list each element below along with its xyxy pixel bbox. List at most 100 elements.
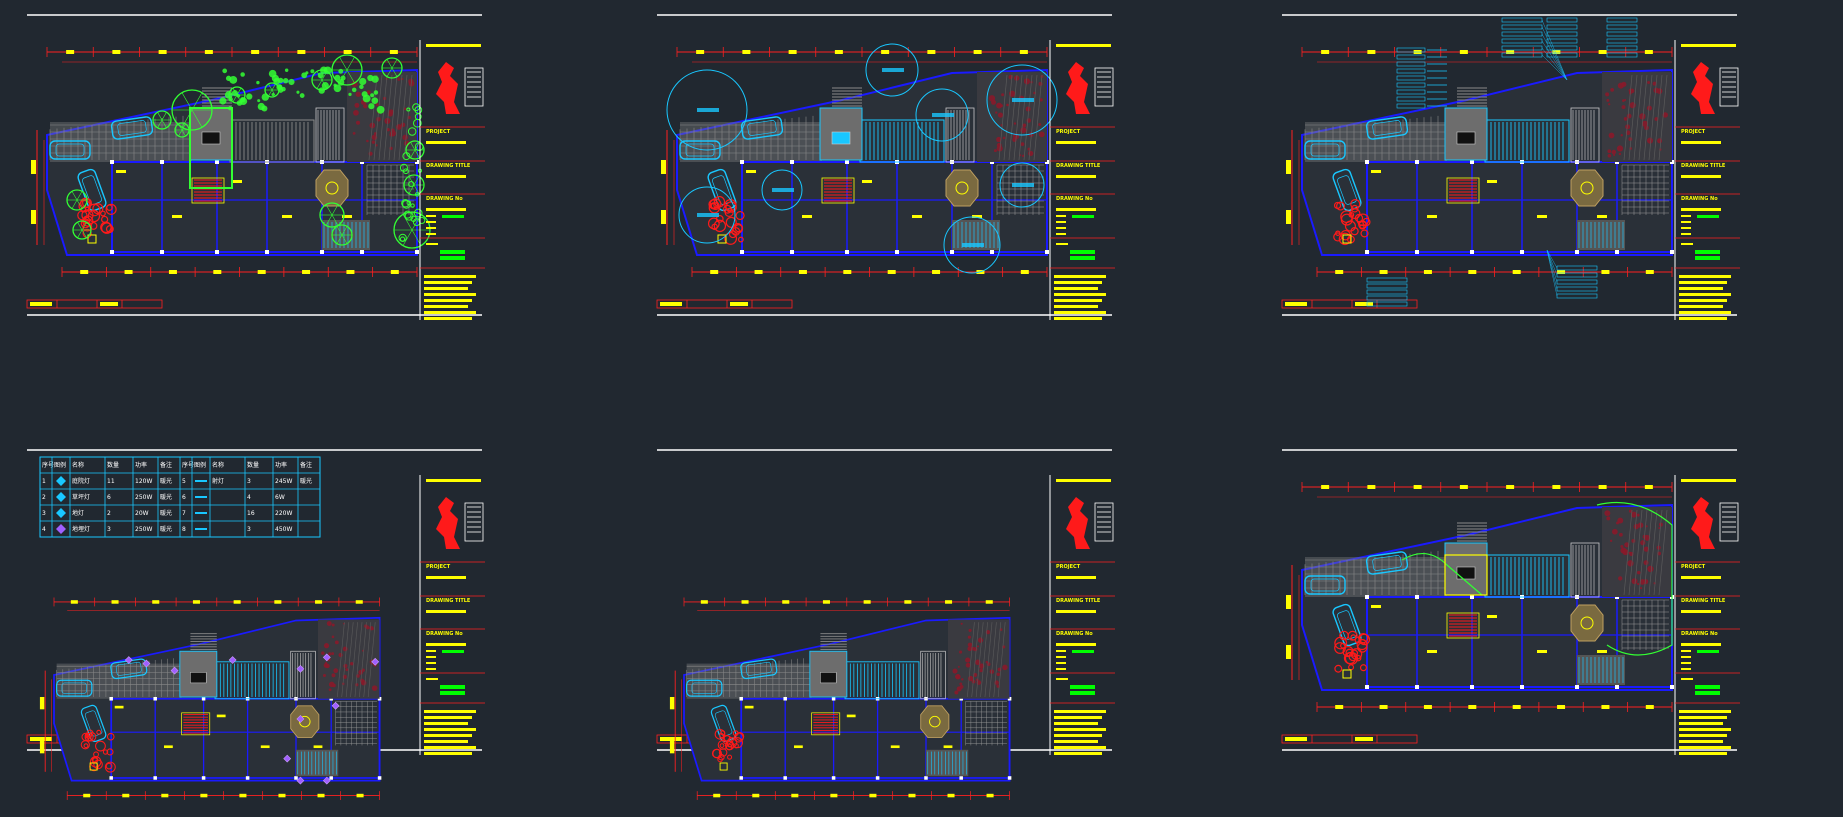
dimension-label-block (1367, 485, 1376, 489)
dimension-label-block (1459, 50, 1468, 54)
legend-header-cell: 名称 (72, 461, 84, 469)
approval-caption-block (1681, 243, 1693, 245)
dimension-label-block (904, 600, 912, 604)
dimension-label-block (696, 50, 705, 54)
logo-stamp (464, 502, 484, 542)
notes-block (1679, 311, 1731, 314)
approval-caption-block (1056, 678, 1068, 680)
legend-cell: 6 (107, 494, 111, 501)
octagon-pavilion (945, 169, 979, 207)
paving-area (50, 122, 192, 162)
approval-block (1070, 691, 1095, 695)
legend-cell: 450W (275, 526, 292, 533)
scale-block (1697, 650, 1719, 653)
title-block-value-block (1681, 610, 1721, 613)
utility-box (717, 234, 727, 244)
dimension-label-block (389, 50, 398, 54)
drawing-sheet-1[interactable]: PROJECT DRAWING TITLE DRAWING No (22, 10, 562, 340)
title-block-label: DRAWING TITLE (1056, 163, 1101, 169)
drawing-meta-block (1056, 227, 1066, 229)
approval-caption-block (426, 678, 438, 680)
sheet-drawing: PROJECT DRAWING TITLE DRAWING No (26, 14, 485, 320)
notes-block (1054, 311, 1106, 314)
designer-caption-block (426, 479, 481, 482)
feature-pool (831, 131, 851, 145)
car-3 (80, 704, 107, 743)
light-fixtures (124, 653, 380, 785)
sheet-drawing: PROJECT DRAWING TITLE DRAWING No (656, 14, 1115, 320)
dimension-label-block (710, 270, 719, 274)
feature-pool (1456, 566, 1476, 580)
drawing-meta-block (1681, 233, 1691, 235)
feature-pool (201, 131, 221, 145)
drawing-sheet-2[interactable]: PROJECT DRAWING TITLE DRAWING No (652, 10, 1192, 340)
garden-dark-planting (1602, 507, 1672, 597)
drawing-meta-block (1056, 215, 1066, 217)
dimension-label-block (1468, 705, 1477, 709)
car-1 (56, 679, 93, 697)
dimension-label-block (200, 793, 208, 798)
site-plan (1286, 17, 1674, 307)
legend-cell: 暖光 (160, 493, 172, 501)
drawing-meta-block (426, 650, 436, 652)
timber-deck-frame (315, 107, 345, 163)
drawing-sheet-3[interactable]: PROJECT DRAWING TITLE DRAWING No (1277, 10, 1817, 340)
notes-block (1679, 722, 1723, 725)
timber-deck-frame (1570, 107, 1600, 163)
dimension-label-block (1598, 50, 1607, 54)
notes-block (424, 722, 468, 725)
drawing-meta-block (1056, 650, 1066, 652)
approval-block (440, 691, 465, 695)
legend-cell: 射灯 (212, 477, 224, 485)
paving-area (680, 122, 822, 162)
title-block-value-block (1056, 643, 1096, 646)
designer-caption-block (1681, 44, 1736, 47)
notes-block (424, 311, 476, 314)
dimension-label-block (1413, 485, 1422, 489)
legend-cell: 5 (182, 478, 186, 485)
paving-area (1305, 557, 1447, 597)
legend-header-cell: 功率 (135, 461, 147, 469)
tree-planting (66, 54, 431, 249)
notes-block (1679, 710, 1731, 713)
dimension-label-block (927, 50, 936, 54)
dimension-label-block (908, 793, 916, 798)
dimension-label-block (1468, 270, 1477, 274)
dimension-label-block (1367, 50, 1376, 54)
drawing-sheet-6[interactable]: PROJECT DRAWING TITLE DRAWING No (1277, 445, 1817, 775)
dimension-label-block (834, 50, 843, 54)
drawing-sheet-5[interactable]: PROJECT DRAWING TITLE DRAWING No (652, 445, 1192, 800)
title-block-label: PROJECT (426, 129, 451, 135)
dimension-label-block (124, 270, 133, 274)
title-block-value-block (1681, 175, 1721, 178)
sheet-drawing: PROJECT DRAWING TITLE DRAWING No (1281, 449, 1740, 755)
drawing-meta-block (1681, 227, 1691, 229)
feature-pool (190, 672, 207, 684)
dimension-label-block (1512, 705, 1521, 709)
approval-block (1070, 256, 1095, 260)
car-3 (1332, 603, 1362, 647)
layout-outlines (1401, 502, 1673, 656)
sheet-content: PROJECT DRAWING TITLE DRAWING No (656, 14, 1115, 320)
dimension-label-block (1286, 645, 1291, 659)
drawing-sheet-4[interactable]: PROJECT DRAWING TITLE DRAWING No 序号 1 2 3 4 图例 名称… (22, 445, 562, 800)
timber-deck (1572, 545, 1595, 595)
stair-frame (181, 712, 211, 736)
title-block-label: DRAWING TITLE (1681, 598, 1726, 604)
notes-block (424, 746, 476, 749)
stair-red (183, 714, 208, 734)
notes-block (1054, 317, 1102, 320)
dimension-label-block (192, 600, 200, 604)
dimension-label-block (985, 600, 993, 604)
dimension-label-block (31, 160, 36, 174)
title-block-value-block (1681, 643, 1721, 646)
octagon-pavilion (920, 705, 950, 738)
approval-block (1695, 256, 1720, 260)
scale-block (1697, 215, 1719, 218)
glass-deck (231, 122, 309, 160)
title-block-value-block (1056, 208, 1096, 211)
dimension-label-block (257, 270, 266, 274)
dimension-label-block (669, 741, 675, 754)
